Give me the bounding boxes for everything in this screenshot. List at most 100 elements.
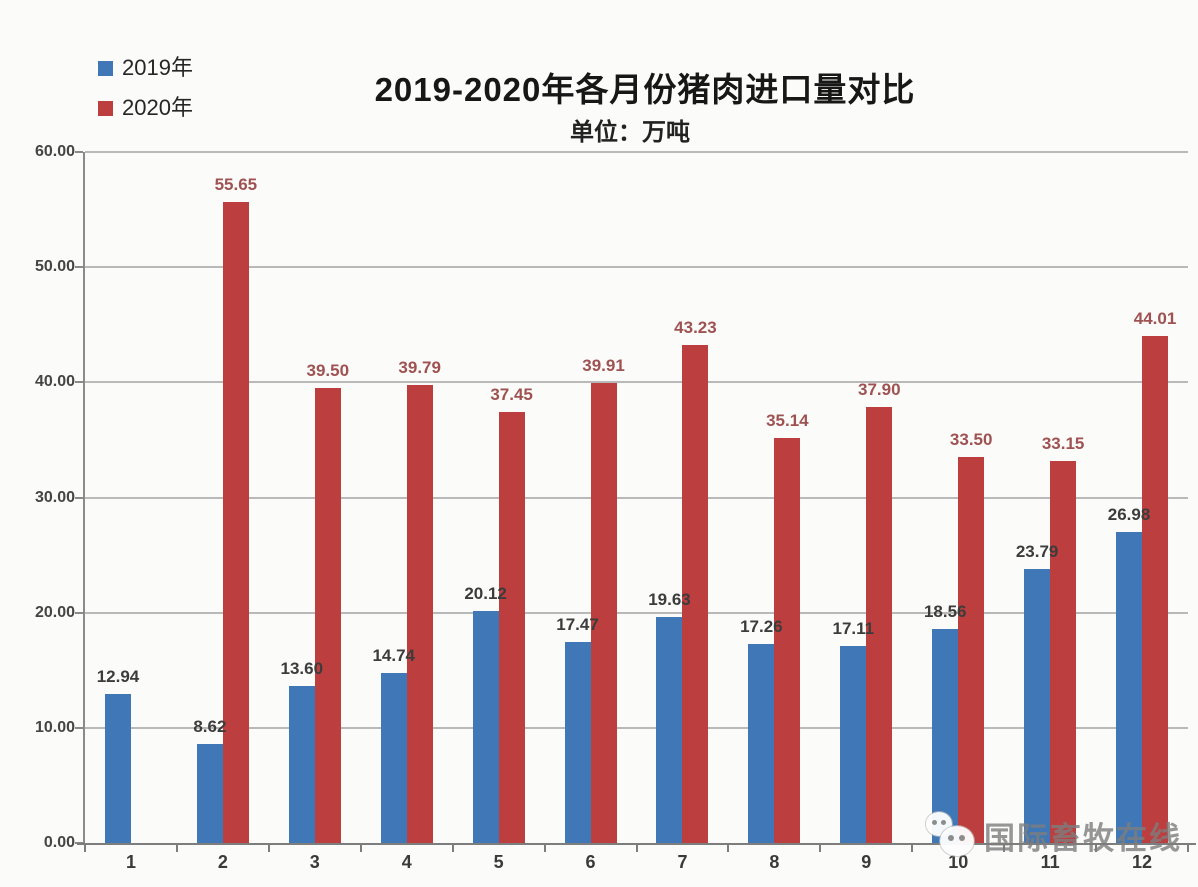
bar-value-label: 33.50 [949, 430, 993, 450]
x-tick-mark [727, 845, 730, 852]
bar-group-month-5: 20.12 37.45 [453, 152, 545, 843]
bar-group-month-11: 23.79 33.15 [1004, 152, 1096, 843]
x-tick-mark [267, 845, 270, 852]
gridline [85, 381, 1188, 384]
x-axis-line [77, 843, 1196, 845]
x-axis-label-month-4: 4 [401, 852, 412, 872]
bar-2020-month-3 [314, 388, 341, 843]
bar-2020-month-4 [406, 384, 433, 843]
gridline [85, 151, 1188, 153]
y-axis-label: 20.00 [34, 603, 75, 621]
bar-value-label: 18.56 [923, 602, 967, 622]
x-tick-mark [84, 845, 86, 852]
bar-2020-month-2 [222, 202, 249, 843]
x-tick-mark [1095, 845, 1098, 852]
legend-label-2019: 2019年 [122, 55, 193, 80]
bar-value-label: 20.12 [464, 584, 507, 604]
legend-item-2019: 2019年 [98, 55, 193, 81]
bar-group-month-3: 13.60 39.50 [269, 152, 361, 843]
bar-value-label: 17.47 [556, 614, 599, 634]
x-axis-label-month-10: 10 [948, 852, 969, 872]
bar-group-month-6: 17.47 39.91 [545, 152, 637, 843]
bar-value-label: 35.14 [766, 411, 809, 431]
y-axis-label: 60.00 [34, 143, 75, 160]
watermark-text: 国际畜牧在线 [984, 820, 1182, 856]
bar-2019-month-5 [472, 611, 499, 843]
x-tick-mark [451, 845, 454, 852]
chart-subtitle: 单位：万吨 [570, 119, 690, 146]
y-tick-mark [75, 611, 83, 614]
bar-value-label: 12.94 [96, 666, 140, 686]
bar-2019-month-11 [1024, 569, 1051, 843]
gridline [85, 726, 1188, 729]
y-tick-mark [75, 496, 83, 499]
x-tick-mark [819, 845, 822, 852]
bar-2019-month-12 [1116, 532, 1143, 843]
bar-group-month-7: 19.63 43.23 [637, 152, 729, 843]
bar-group-month-1: 12.94 [85, 152, 177, 843]
bar-2020-month-10 [958, 457, 985, 843]
bar-group-month-2: 8.62 55.65 [177, 152, 269, 843]
bar-group-month-4: 14.74 39.79 [361, 152, 453, 843]
bar-value-label: 8.62 [193, 716, 227, 736]
x-axis-label-month-7: 7 [677, 852, 688, 872]
bar-value-label: 37.45 [490, 384, 533, 404]
y-tick-mark [75, 726, 83, 729]
bar-value-label: 26.98 [1107, 505, 1151, 525]
bar-value-label: 17.11 [832, 618, 875, 638]
gridline [85, 266, 1188, 269]
bar-2019-month-4 [380, 673, 407, 843]
chart-title: 2019-2020年各月份猪肉进口量对比 [374, 71, 916, 108]
bar-2019-month-7 [656, 616, 683, 843]
bar-value-label: 44.01 [1133, 309, 1177, 329]
bar-2019-month-10 [932, 629, 959, 843]
x-tick-mark [1003, 845, 1006, 852]
bar-2019-month-9 [840, 645, 867, 843]
bar-2019-month-6 [564, 641, 591, 843]
x-tick-mark [543, 845, 546, 852]
x-tick-mark [911, 845, 914, 852]
watermark: 国际畜牧在线 [922, 806, 1182, 864]
legend-swatch-2019-icon [98, 60, 113, 76]
x-axis-label-month-2: 2 [217, 852, 228, 872]
x-tick-mark [1187, 845, 1189, 852]
x-tick-mark [175, 845, 178, 852]
bar-value-label: 13.60 [280, 659, 324, 679]
legend: 2019年 2020年 [98, 55, 193, 122]
bar-value-label: 43.23 [674, 318, 717, 338]
bar-value-label: 19.63 [648, 589, 691, 609]
y-axis-label: 30.00 [34, 488, 75, 506]
legend-label-2020: 2020年 [122, 95, 193, 121]
gridline [85, 496, 1188, 499]
bar-value-label: 23.79 [1015, 542, 1059, 562]
y-tick-mark [75, 266, 83, 269]
plot-area: 0.00 10.00 20.00 30.00 40.00 50.00 60.00 12.94 1… [35, 143, 1196, 872]
bar-2020-month-7 [682, 345, 709, 843]
bar-value-label: 39.91 [582, 356, 625, 376]
bar-2020-month-6 [590, 383, 617, 843]
x-axis-label-month-1: 1 [125, 852, 136, 872]
bar-value-label: 37.90 [858, 379, 901, 399]
x-axis-label-month-12: 12 [1132, 852, 1153, 872]
bar-value-label: 14.74 [372, 646, 415, 666]
x-axis-label-month-3: 3 [309, 852, 320, 872]
x-axis-label-month-9: 9 [861, 852, 872, 872]
y-tick-mark [75, 381, 83, 384]
bar-value-label: 39.79 [398, 357, 441, 377]
y-axis-label: 0.00 [43, 834, 75, 851]
bar-2019-month-3 [288, 686, 315, 843]
bar-2019-month-1 [104, 693, 131, 843]
x-axis-label-month-8: 8 [769, 852, 780, 872]
y-axis-line [83, 152, 85, 843]
y-axis-label: 10.00 [34, 718, 75, 736]
x-axis-label-month-5: 5 [493, 852, 504, 872]
wechat-chat-bubbles-icon [922, 806, 984, 864]
y-tick-mark [75, 151, 83, 153]
bar-value-label: 17.26 [740, 617, 783, 637]
bar-value-label: 39.50 [306, 361, 350, 381]
bar-group-month-12: 26.98 44.01 [1096, 152, 1188, 843]
bar-value-label: 33.15 [1041, 434, 1085, 454]
bar-2019-month-8 [748, 644, 775, 843]
bar-group-month-9: 17.11 37.90 [820, 152, 912, 843]
